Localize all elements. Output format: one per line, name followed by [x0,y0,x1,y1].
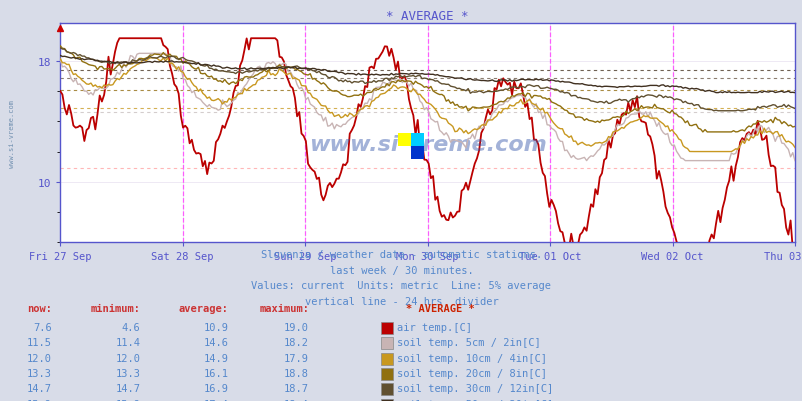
Text: minimum:: minimum: [91,303,140,313]
Text: 13.3: 13.3 [27,368,52,378]
Text: 10.9: 10.9 [204,322,229,332]
Text: maximum:: maximum: [259,303,309,313]
Text: 15.9: 15.9 [27,399,52,401]
Text: now:: now: [27,303,52,313]
Text: 18.2: 18.2 [284,338,309,348]
Text: 15.9: 15.9 [115,399,140,401]
Text: vertical line - 24 hrs  divider: vertical line - 24 hrs divider [304,296,498,306]
FancyBboxPatch shape [381,383,392,395]
Text: soil temp. 10cm / 4in[C]: soil temp. 10cm / 4in[C] [397,353,547,363]
Text: 19.0: 19.0 [284,322,309,332]
Text: 18.4: 18.4 [284,399,309,401]
Text: 7.6: 7.6 [34,322,52,332]
Text: 16.1: 16.1 [204,368,229,378]
FancyBboxPatch shape [381,399,392,401]
Text: last week / 30 minutes.: last week / 30 minutes. [329,265,473,275]
Text: www.si-vreme.com: www.si-vreme.com [10,99,15,167]
Bar [411,134,423,146]
FancyBboxPatch shape [381,368,392,380]
Title: * AVERAGE *: * AVERAGE * [386,10,468,23]
FancyBboxPatch shape [381,353,392,365]
Text: soil temp. 50cm / 20in[C]: soil temp. 50cm / 20in[C] [397,399,553,401]
Text: 14.6: 14.6 [204,338,229,348]
Text: air temp.[C]: air temp.[C] [397,322,472,332]
Text: 11.4: 11.4 [115,338,140,348]
FancyBboxPatch shape [381,338,392,349]
Text: average:: average: [179,303,229,313]
Text: 17.9: 17.9 [284,353,309,363]
Text: Values: current  Units: metric  Line: 5% average: Values: current Units: metric Line: 5% a… [251,281,551,291]
Text: 11.5: 11.5 [27,338,52,348]
FancyBboxPatch shape [381,322,392,334]
Text: * AVERAGE *: * AVERAGE * [405,303,474,313]
Bar [398,134,411,146]
Bar [411,146,423,160]
Text: 14.9: 14.9 [204,353,229,363]
Text: 13.3: 13.3 [115,368,140,378]
Text: 14.7: 14.7 [27,383,52,393]
Text: 12.0: 12.0 [115,353,140,363]
Text: 18.8: 18.8 [284,368,309,378]
Text: 12.0: 12.0 [27,353,52,363]
Text: Slovenia / weather data - automatic stations.: Slovenia / weather data - automatic stat… [261,249,541,259]
Text: soil temp. 20cm / 8in[C]: soil temp. 20cm / 8in[C] [397,368,547,378]
Text: www.si-vreme.com: www.si-vreme.com [308,134,546,154]
Text: soil temp. 30cm / 12in[C]: soil temp. 30cm / 12in[C] [397,383,553,393]
Text: 17.4: 17.4 [204,399,229,401]
Text: 4.6: 4.6 [122,322,140,332]
Text: 18.7: 18.7 [284,383,309,393]
Text: 14.7: 14.7 [115,383,140,393]
Text: soil temp. 5cm / 2in[C]: soil temp. 5cm / 2in[C] [397,338,541,348]
Text: 16.9: 16.9 [204,383,229,393]
